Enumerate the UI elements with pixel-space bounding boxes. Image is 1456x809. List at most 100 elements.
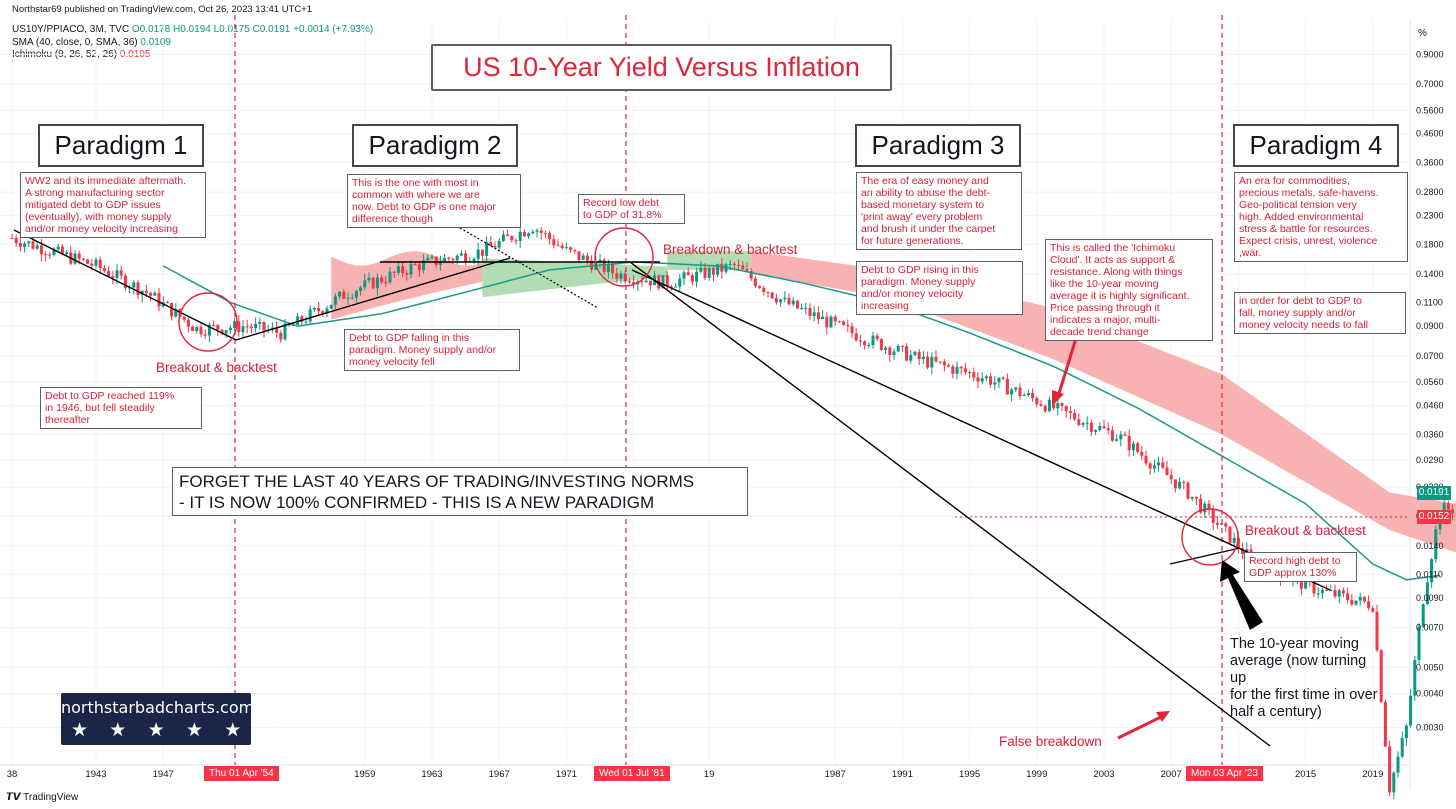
breakdown-circle	[594, 227, 654, 287]
candle	[1148, 463, 1152, 469]
paradigm-1-debt-note: Debt to GDP reached 119% in 1946, but fe…	[40, 387, 202, 429]
candle	[968, 372, 972, 374]
candle	[690, 275, 694, 282]
candle	[283, 323, 287, 340]
candle	[174, 308, 178, 317]
price-axis-unit: %	[1418, 28, 1427, 39]
paradigm-4-debt-note: in order for debt to GDP to fall, money …	[1234, 292, 1406, 334]
breakout-circle	[178, 292, 238, 352]
candle	[367, 277, 371, 281]
candle	[426, 258, 430, 261]
ichimoku-note: This is called the 'Ichimoku Cloud'. It …	[1045, 239, 1213, 341]
y-tick-label: 0.0560	[1416, 377, 1444, 387]
candle	[1173, 479, 1177, 489]
candle	[745, 269, 749, 272]
candle	[930, 356, 934, 368]
candle	[674, 286, 678, 288]
hline-price-flag: 0.0152	[1417, 510, 1451, 524]
y-tick-label: 0.0290	[1416, 455, 1444, 465]
trendline	[13, 229, 237, 341]
candle	[237, 321, 241, 333]
candle	[1043, 405, 1047, 412]
candle	[254, 323, 258, 329]
candle	[871, 335, 875, 345]
candle	[1220, 523, 1224, 525]
candle	[354, 291, 358, 298]
candle	[359, 287, 363, 292]
y-tick-label: 0.7000	[1416, 79, 1444, 89]
candle	[1010, 389, 1014, 395]
candle	[737, 264, 741, 266]
candle	[1207, 503, 1211, 510]
candle	[1136, 443, 1140, 452]
candle	[249, 326, 253, 329]
candle	[510, 236, 514, 241]
candle	[375, 277, 379, 289]
candle	[1178, 481, 1182, 489]
candle	[560, 245, 564, 249]
sma-line	[162, 261, 1441, 581]
candle	[86, 259, 90, 264]
candle	[816, 312, 820, 320]
arrow-head-icon	[1156, 711, 1170, 722]
candle	[569, 247, 573, 250]
candle	[447, 257, 451, 259]
candle	[401, 266, 405, 274]
candle	[720, 263, 724, 272]
cloud-segment-bear	[331, 251, 483, 320]
moving-average-note: The 10-year moving average (now turning …	[1230, 636, 1378, 720]
symbol-legend[interactable]: US10Y/PPIACO, 3M, TVC O0.0178 H0.0194 L0…	[12, 24, 373, 35]
candle	[980, 378, 984, 382]
headline-box: FORGET THE LAST 40 YEARS OF TRADING/INVE…	[172, 467, 748, 516]
candle	[1367, 601, 1371, 609]
tradingview-footer[interactable]: 𝙏𝙑 TradingView	[6, 792, 79, 803]
breakout-label-1: Breakout & backtest	[156, 360, 277, 375]
candle	[1434, 529, 1438, 560]
candle	[94, 259, 98, 266]
candle	[879, 339, 883, 350]
candle	[787, 297, 791, 305]
candle	[1228, 526, 1232, 543]
candle	[842, 321, 846, 325]
candle	[392, 271, 396, 273]
candle	[606, 264, 610, 273]
sma-legend[interactable]: SMA (40, close, 0, SMA, 36) 0.0109	[12, 37, 171, 48]
candle	[527, 233, 531, 237]
candle	[900, 345, 904, 347]
candle	[1350, 600, 1354, 605]
candle	[304, 321, 308, 323]
candle	[770, 292, 774, 298]
candle	[762, 287, 766, 293]
date-flag-1981: Wed 01 Jul '81	[594, 766, 670, 781]
candle	[863, 341, 867, 346]
candle	[350, 297, 354, 299]
candle	[665, 275, 669, 287]
chart-drawings	[13, 15, 1410, 765]
candle	[149, 292, 153, 296]
brand-logo: northstarbadcharts.com ★ ★ ★ ★ ★ ☑	[61, 693, 280, 745]
candle	[947, 365, 951, 367]
candle	[144, 290, 148, 293]
candle	[23, 243, 27, 247]
last-price-flag: 0.0191	[1417, 486, 1451, 500]
candle	[1425, 582, 1429, 605]
candle	[514, 240, 518, 242]
candle	[623, 273, 627, 282]
candle	[627, 281, 631, 283]
y-tick-label: 0.0900	[1416, 321, 1444, 331]
candle	[472, 258, 476, 262]
candle	[829, 316, 833, 328]
candle	[102, 268, 106, 271]
candle	[136, 282, 140, 296]
candle	[598, 259, 602, 262]
false-breakdown-label: False breakdown	[999, 734, 1102, 749]
ohlc-high: H0.0194	[173, 24, 211, 35]
candle	[396, 266, 400, 273]
candle	[459, 253, 463, 256]
candle	[577, 251, 581, 260]
candle	[1018, 387, 1022, 397]
black-arrow-icon	[1220, 560, 1263, 630]
candle	[443, 257, 447, 263]
candle	[1329, 589, 1333, 591]
candle	[296, 316, 300, 325]
